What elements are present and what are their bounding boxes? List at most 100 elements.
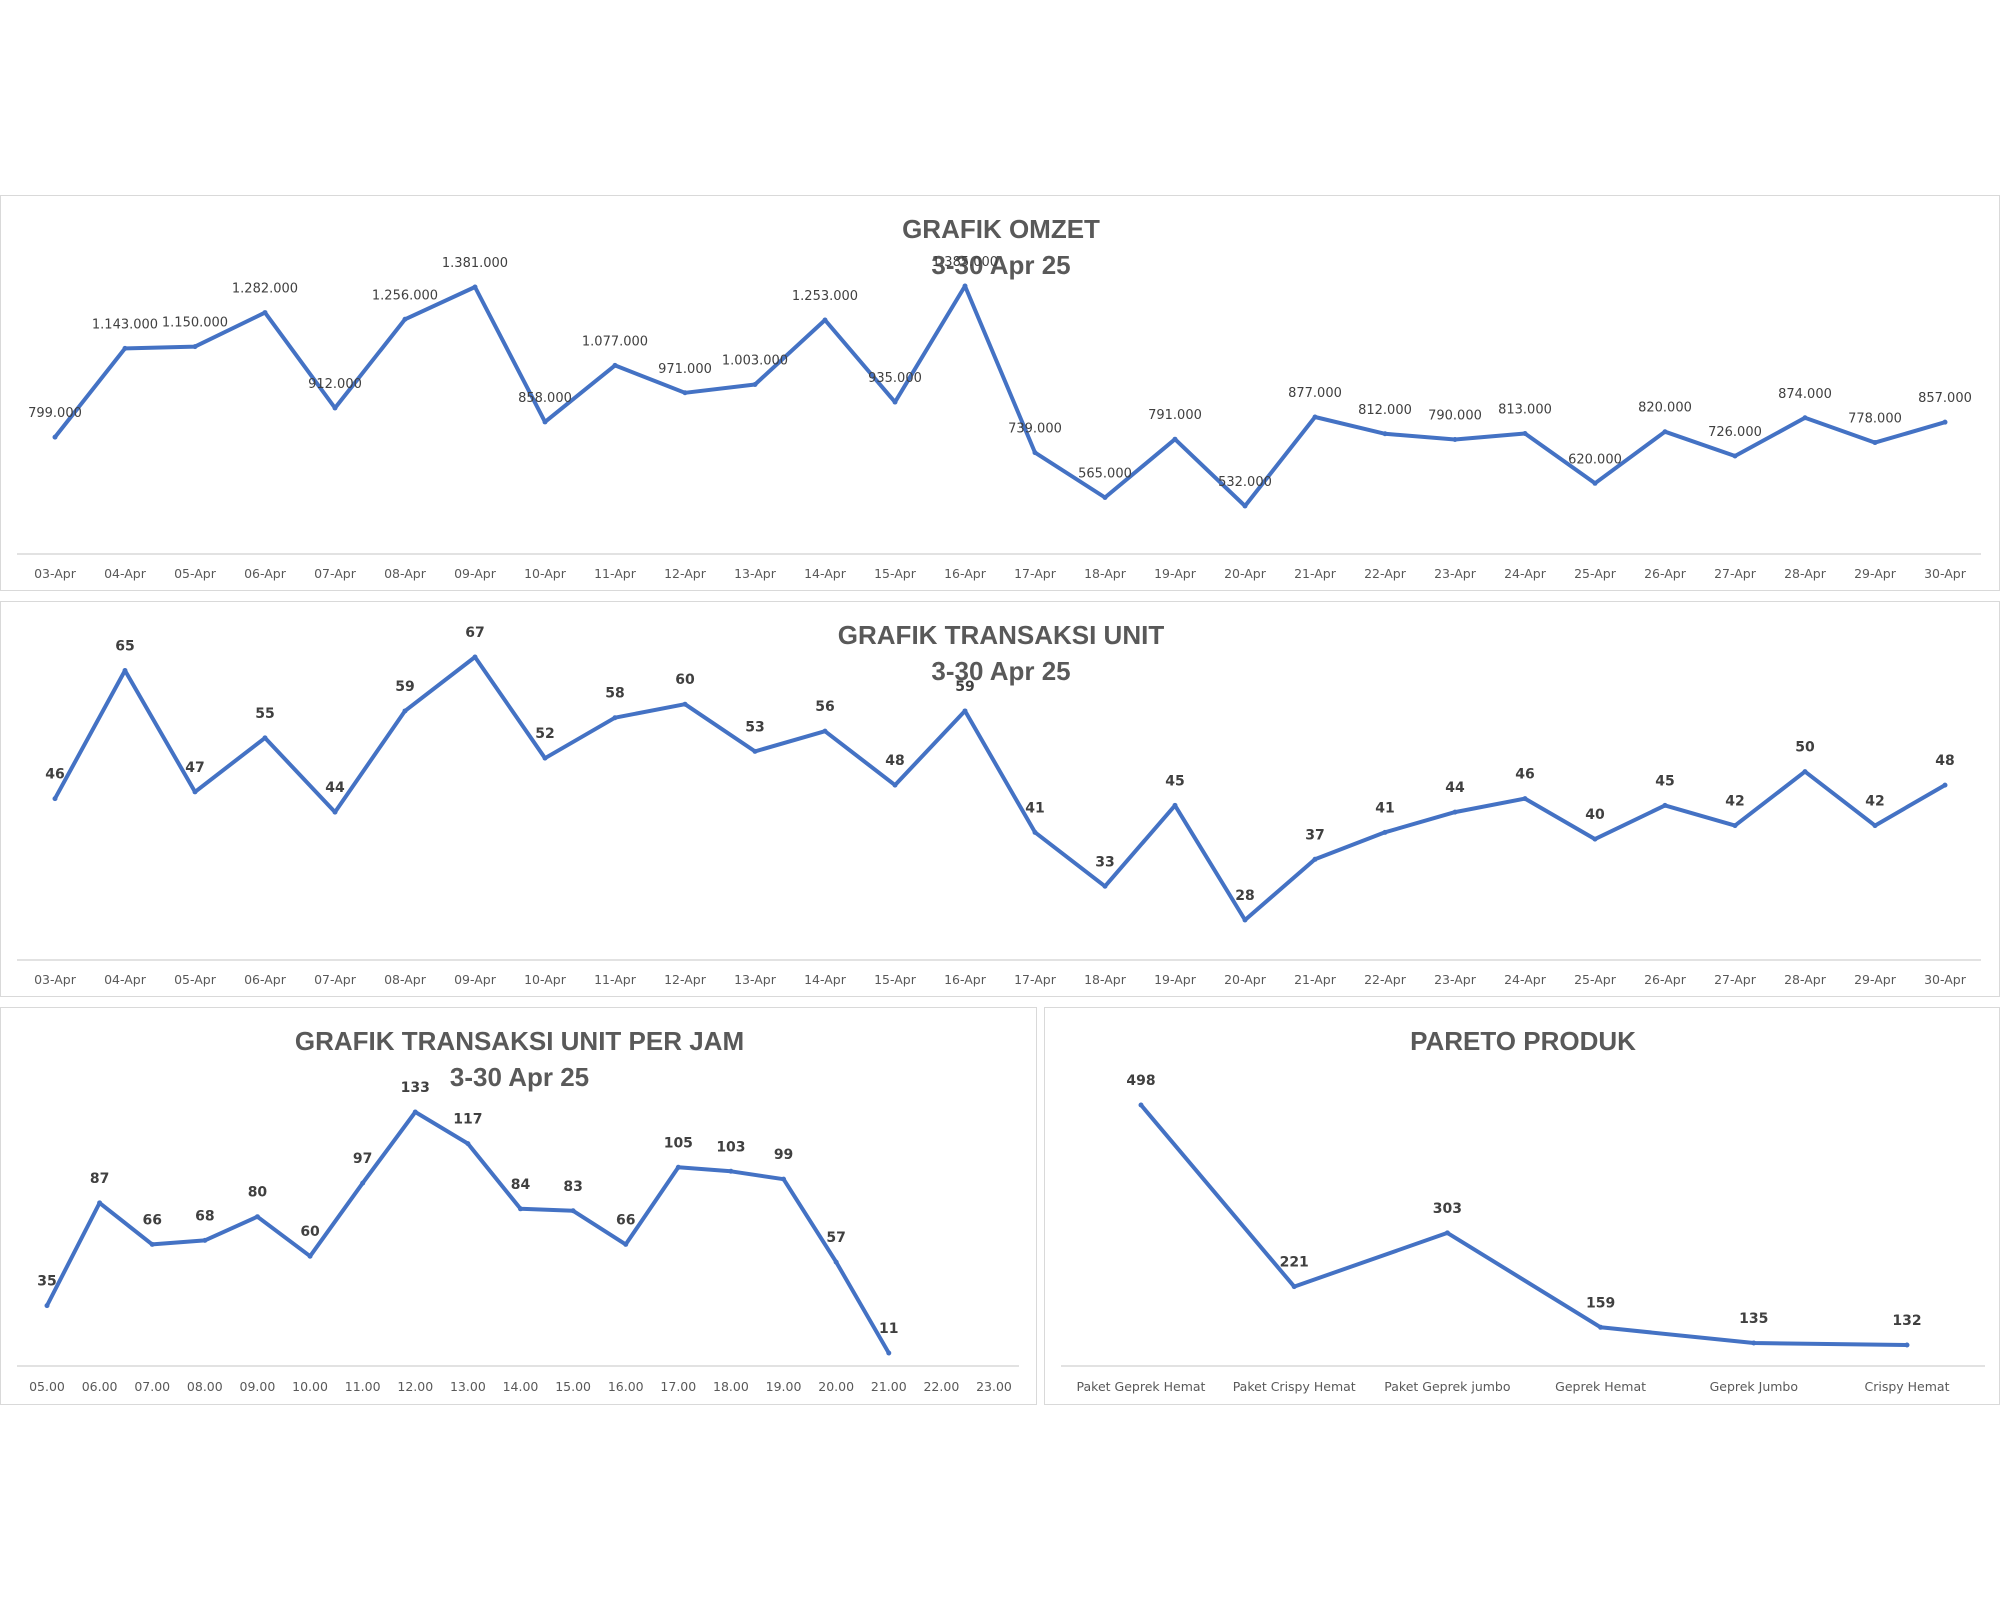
data-label: 11: [879, 1321, 898, 1337]
x-tick-label: 25-Apr: [1574, 566, 1617, 581]
data-label: 99: [774, 1147, 793, 1163]
data-point: [518, 1206, 523, 1212]
data-point: [612, 715, 618, 721]
data-point: [1172, 436, 1178, 442]
data-label: 1.282.000: [232, 282, 298, 297]
x-tick-label: 14.00: [503, 1379, 539, 1394]
data-point: [1444, 1230, 1450, 1236]
x-tick-label: 04-Apr: [104, 972, 147, 987]
data-label: 33: [1095, 854, 1114, 870]
data-label: 620.000: [1568, 452, 1622, 467]
data-label: 105: [664, 1135, 693, 1151]
data-point: [52, 796, 58, 802]
data-point: [1751, 1340, 1757, 1346]
data-point: [360, 1180, 366, 1186]
data-label: 83: [563, 1179, 582, 1195]
data-label: 87: [90, 1171, 109, 1187]
data-label: 1.003.000: [722, 354, 788, 369]
x-tick-label: 06-Apr: [244, 566, 287, 581]
data-point: [833, 1259, 839, 1265]
data-point: [402, 316, 408, 322]
data-point: [542, 755, 548, 761]
data-label: 1.253.000: [792, 289, 858, 304]
data-label: 1.381.000: [442, 256, 508, 271]
data-point: [1662, 802, 1668, 808]
data-label: 813.000: [1498, 403, 1552, 418]
x-tick-label: 30-Apr: [1924, 972, 1967, 987]
x-tick-label: 21.00: [871, 1379, 907, 1394]
x-tick-label: 03-Apr: [34, 566, 77, 581]
data-point: [307, 1253, 313, 1259]
data-label: 60: [300, 1224, 320, 1240]
data-point: [1102, 494, 1108, 500]
data-label: 1.077.000: [582, 334, 648, 349]
data-point: [1102, 883, 1108, 889]
data-label: 135: [1739, 1311, 1768, 1327]
x-tick-label: 13-Apr: [734, 566, 777, 581]
x-tick-label: 16.00: [608, 1379, 644, 1394]
x-tick-label: 09.00: [240, 1379, 276, 1394]
data-point: [1904, 1342, 1910, 1348]
x-tick-label: 29-Apr: [1854, 566, 1897, 581]
chart-title: GRAFIK OMZET: [902, 214, 1100, 244]
x-tick-label: 03-Apr: [34, 972, 77, 987]
chart-subtitle: 3-30 Apr 25: [450, 1062, 589, 1092]
x-tick-label: 17-Apr: [1014, 972, 1057, 987]
series-line: [53, 284, 1946, 508]
data-label: 97: [353, 1151, 372, 1167]
data-label: 971.000: [658, 362, 712, 377]
data-label: 47: [185, 760, 204, 776]
data-point: [1032, 829, 1038, 835]
data-point: [1172, 802, 1178, 808]
x-tick-label: 11-Apr: [594, 972, 637, 987]
data-point: [1291, 1284, 1297, 1290]
data-point: [570, 1208, 576, 1214]
data-label: 37: [1305, 827, 1324, 843]
data-point: [1592, 836, 1598, 842]
data-point: [1312, 414, 1318, 420]
x-tick-label: 27-Apr: [1714, 972, 1757, 987]
x-tick-label: 29-Apr: [1854, 972, 1897, 987]
data-label: 498: [1126, 1073, 1155, 1089]
data-point: [886, 1350, 892, 1356]
data-point: [465, 1141, 471, 1147]
x-tick-label: 09-Apr: [454, 972, 497, 987]
x-tick-label: 24-Apr: [1504, 566, 1547, 581]
x-tick-label: 23-Apr: [1434, 566, 1477, 581]
data-point: [1522, 431, 1528, 437]
data-point: [675, 1164, 681, 1170]
data-point: [472, 284, 478, 290]
data-label: 858.000: [518, 391, 572, 406]
x-tick-label: 13-Apr: [734, 972, 777, 987]
x-tick-label: 14-Apr: [804, 972, 847, 987]
x-tick-label: 20-Apr: [1224, 566, 1267, 581]
data-label: 778.000: [1848, 412, 1902, 427]
chart-title: GRAFIK TRANSAKSI UNIT: [838, 620, 1165, 650]
x-tick-label: 12.00: [397, 1379, 433, 1394]
data-point: [682, 701, 688, 707]
x-tick-label: 20.00: [818, 1379, 854, 1394]
data-point: [262, 310, 268, 316]
data-label: 44: [325, 780, 345, 796]
x-tick-label: Geprek Jumbo: [1710, 1379, 1798, 1394]
x-tick-label: 22-Apr: [1364, 972, 1407, 987]
x-tick-label: 23-Apr: [1434, 972, 1477, 987]
data-point: [962, 708, 968, 714]
data-label: 790.000: [1428, 408, 1482, 423]
data-label: 67: [465, 625, 484, 641]
data-point: [149, 1241, 155, 1247]
data-label: 565.000: [1078, 466, 1132, 481]
data-label: 44: [1445, 780, 1465, 796]
data-label: 877.000: [1288, 386, 1342, 401]
data-point: [1942, 782, 1948, 788]
x-tick-label: 15-Apr: [874, 972, 917, 987]
x-tick-label: 11-Apr: [594, 566, 637, 581]
x-tick-label: 18-Apr: [1084, 566, 1127, 581]
transaksi-unit-chart-panel: GRAFIK TRANSAKSI UNIT 3-30 Apr 25 03-Apr 04…: [0, 601, 2000, 997]
data-label: 28: [1235, 888, 1254, 904]
data-label: 53: [745, 719, 764, 735]
x-tick-label: Crispy Hemat: [1865, 1379, 1950, 1394]
data-point: [892, 782, 898, 788]
data-point: [1662, 429, 1668, 435]
x-tick-label: 16-Apr: [944, 972, 987, 987]
